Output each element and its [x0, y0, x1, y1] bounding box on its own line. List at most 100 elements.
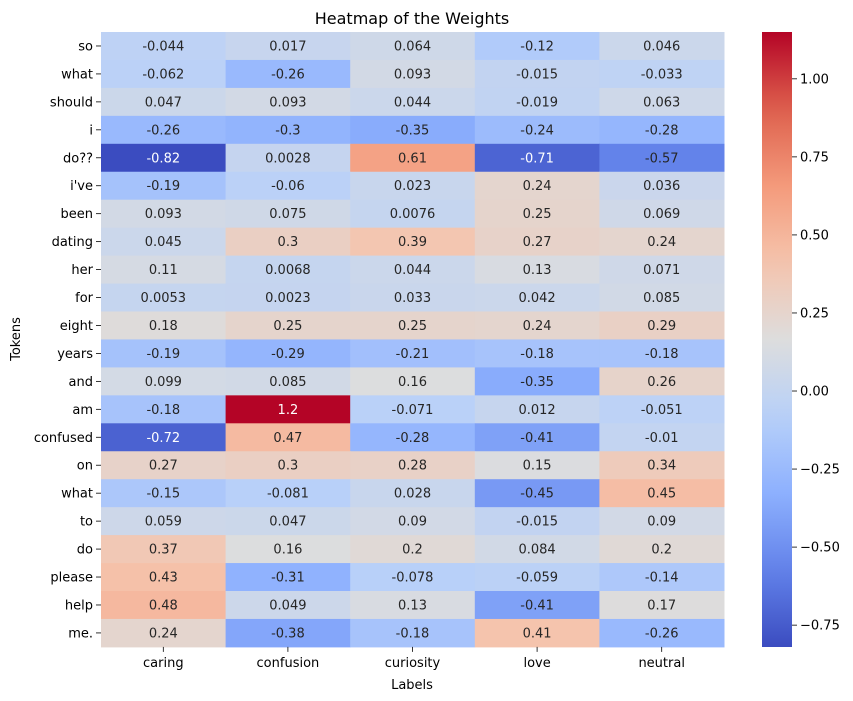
heatmap-cell: [225, 143, 351, 173]
cell-value-label: 0.099: [145, 375, 182, 390]
heatmap-cell: [599, 451, 725, 480]
cell-value-label: -0.41: [520, 598, 554, 613]
heatmap-cell: [225, 423, 351, 452]
cell-value-label: 0.11: [149, 263, 178, 278]
heatmap-cell: [599, 59, 725, 89]
heatmap-cell: [350, 32, 476, 61]
heatmap-cell: [474, 255, 600, 285]
cell-value-label: 0.093: [394, 67, 431, 82]
heatmap-cell: [225, 479, 351, 508]
heatmap-cell: [599, 423, 725, 452]
y-tick-label: do??: [63, 151, 93, 166]
heatmap-cell: [474, 339, 600, 368]
cell-value-label: -0.41: [520, 431, 554, 446]
cell-value-label: -0.044: [142, 39, 184, 54]
colorbar-tick-label: −0.75: [800, 619, 840, 634]
heatmap-cell: [599, 395, 725, 424]
cell-value-label: -0.059: [516, 571, 558, 586]
cell-value-label: 0.27: [149, 459, 178, 474]
heatmap-cell: [101, 199, 227, 229]
cell-value-label: 0.085: [269, 375, 306, 390]
heatmap-cell: [474, 367, 600, 396]
cell-value-label: -0.57: [645, 151, 679, 166]
cell-value-label: 0.61: [398, 151, 427, 166]
cell-value-label: 0.049: [269, 598, 306, 613]
heatmap-cell: [474, 591, 600, 620]
cell-value-label: 0.044: [394, 263, 431, 278]
heatmap-cell: [101, 591, 227, 620]
cell-value-label: 0.24: [149, 626, 178, 641]
y-tick-label: what: [61, 67, 93, 82]
cell-value-label: -0.078: [392, 571, 434, 586]
heatmap-cell: [101, 227, 227, 257]
heatmap-cell: [225, 563, 351, 592]
heatmap-cell: [599, 143, 725, 173]
cell-value-label: 0.0028: [265, 151, 311, 166]
heatmap-cell: [474, 32, 600, 61]
heatmap-cell: [101, 59, 227, 89]
heatmap-cell: [225, 507, 351, 536]
y-tick-label: i: [89, 123, 93, 138]
y-tick-label: been: [61, 207, 94, 222]
y-tick-label: do: [77, 543, 93, 558]
y-tick-label: help: [65, 598, 93, 613]
cell-value-label: 0.0023: [265, 291, 311, 306]
heatmap-cell: [101, 479, 227, 508]
heatmap-cell: [350, 591, 476, 620]
y-tick-label: for: [75, 291, 94, 306]
heatmap-cell: [599, 255, 725, 285]
cell-value-label: 0.093: [145, 207, 182, 222]
heatmap-cell: [225, 283, 351, 312]
cell-value-label: -0.28: [645, 123, 679, 138]
cell-value-label: 0.09: [647, 515, 676, 530]
cell-value-label: -0.18: [396, 626, 430, 641]
y-tick-label: what: [61, 487, 93, 502]
cell-value-label: 0.47: [273, 431, 302, 446]
heatmap-cell: [350, 479, 476, 508]
cell-value-label: -0.24: [520, 123, 554, 138]
y-tick-label: her: [71, 263, 93, 278]
heatmap-cell: [101, 395, 227, 424]
cell-value-label: 0.13: [523, 263, 552, 278]
cell-value-label: -0.26: [271, 67, 305, 82]
cell-value-label: 0.43: [149, 571, 178, 586]
cell-value-label: 0.059: [145, 515, 182, 530]
heatmap-cell: [599, 199, 725, 229]
heatmap-cell: [101, 311, 227, 340]
heatmap-cell: [225, 535, 351, 564]
cell-value-label: 0.2: [651, 543, 672, 558]
y-tick-label: eight: [60, 319, 93, 334]
cell-value-label: -0.051: [641, 403, 683, 418]
cell-value-label: 0.29: [647, 319, 676, 334]
colorbar-tick-label: −0.50: [800, 541, 840, 556]
cell-value-label: -0.18: [146, 403, 180, 418]
heatmap-cell: [350, 423, 476, 452]
heatmap-cell: [101, 255, 227, 285]
cell-value-label: 0.0068: [265, 263, 311, 278]
cell-value-label: 0.069: [643, 207, 680, 222]
heatmap-cell: [474, 143, 600, 173]
cell-value-label: 0.046: [643, 39, 680, 54]
heatmap-cell: [225, 171, 351, 201]
cell-value-label: 0.064: [394, 39, 431, 54]
heatmap-cell: [474, 283, 600, 312]
heatmap-cell: [474, 171, 600, 201]
heatmap-cell: [350, 563, 476, 592]
heatmap-cell: [599, 618, 725, 648]
x-axis-label: Labels: [391, 678, 433, 693]
heatmap-cell: [101, 535, 227, 564]
heatmap-cell: [474, 227, 600, 257]
cell-value-label: 0.16: [273, 543, 302, 558]
x-tick-label: confusion: [257, 656, 320, 671]
cell-value-label: 0.09: [398, 515, 427, 530]
heatmap-cell: [350, 199, 476, 229]
heatmap-cell: [101, 367, 227, 396]
cell-value-label: 0.16: [398, 375, 427, 390]
cell-value-label: -0.35: [396, 123, 430, 138]
y-tick-label: dating: [52, 235, 93, 250]
cell-value-label: -0.72: [146, 431, 180, 446]
cell-value-label: 0.023: [394, 179, 431, 194]
heatmap-cell: [599, 227, 725, 257]
heatmap-cell: [350, 451, 476, 480]
cell-value-label: -0.19: [146, 347, 180, 362]
